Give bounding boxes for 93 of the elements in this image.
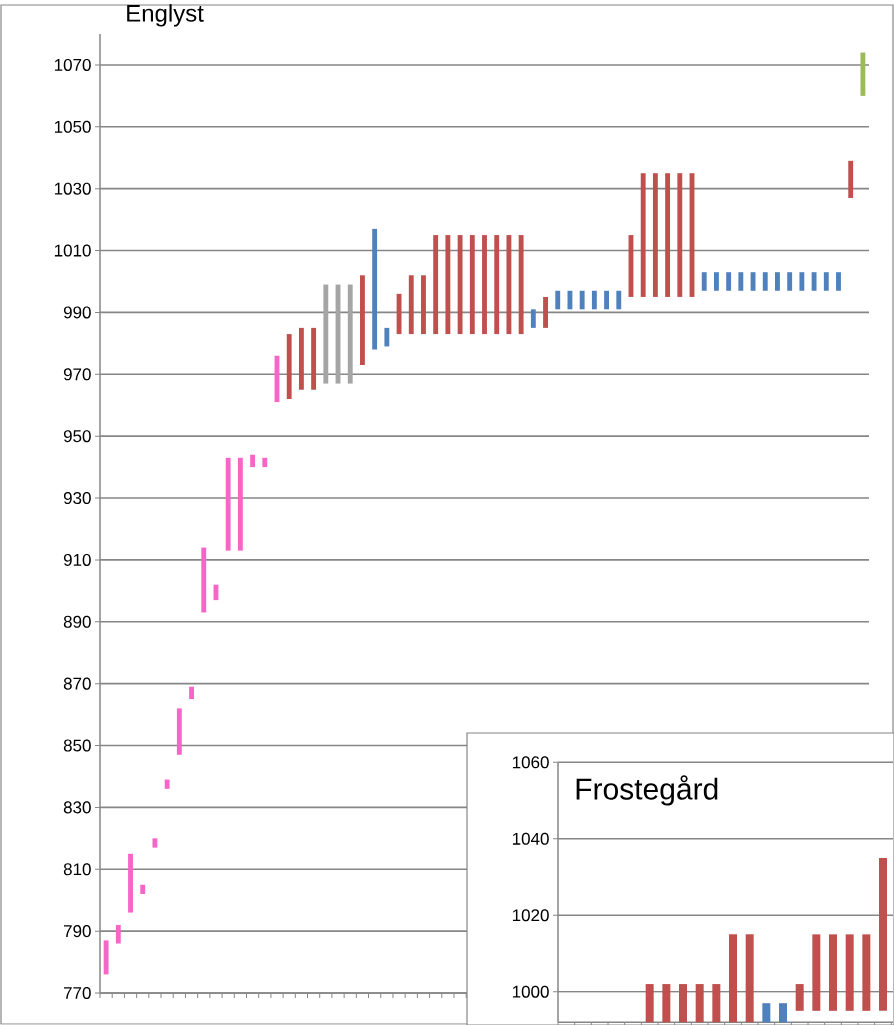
bar	[482, 235, 487, 335]
bar	[543, 296, 548, 328]
bar	[421, 275, 426, 335]
y-tick-label: 1010	[54, 244, 91, 257]
bar	[591, 290, 597, 310]
bar	[879, 857, 888, 1011]
y-tick-label: 970	[63, 368, 91, 381]
bar	[604, 290, 610, 310]
bar	[530, 309, 536, 328]
bar	[652, 173, 658, 297]
bar	[645, 984, 654, 1023]
bar	[812, 934, 821, 1011]
chart-title: Englyst	[127, 4, 204, 27]
bar	[665, 173, 671, 297]
bar	[555, 290, 561, 310]
bar	[695, 984, 704, 1023]
bar	[372, 228, 378, 350]
bar	[225, 457, 231, 551]
bar	[779, 1003, 788, 1023]
bar	[360, 275, 365, 365]
bar	[616, 290, 622, 310]
bar	[115, 924, 121, 944]
bar	[347, 284, 353, 384]
bar	[836, 272, 841, 291]
bar	[848, 160, 854, 198]
y-tick-label: 1060	[512, 756, 549, 769]
bar	[701, 272, 707, 291]
bar	[713, 272, 719, 291]
bar	[128, 853, 133, 913]
y-tick-label: 910	[63, 553, 91, 566]
bar	[518, 235, 524, 335]
bar	[823, 272, 829, 291]
bar	[640, 173, 646, 297]
bar	[201, 547, 207, 613]
bar	[775, 272, 780, 291]
bar	[262, 457, 268, 468]
bar	[457, 235, 463, 335]
bar	[189, 686, 194, 700]
bar	[506, 235, 512, 335]
bar	[662, 984, 671, 1023]
bar	[579, 290, 585, 310]
bar	[445, 235, 451, 335]
y-tick-label: 830	[63, 801, 91, 814]
bar	[745, 934, 754, 1023]
bar	[311, 327, 317, 390]
bar	[712, 984, 721, 1023]
bar	[845, 934, 854, 1011]
bar	[795, 984, 804, 1011]
bar	[677, 173, 683, 297]
bar	[787, 272, 793, 291]
bar	[799, 272, 805, 291]
bar	[384, 327, 390, 347]
y-tick-label: 890	[63, 615, 91, 628]
bar	[164, 779, 170, 789]
y-tick-label: 1070	[54, 58, 91, 71]
bar	[152, 838, 158, 848]
y-tick-label: 990	[63, 306, 91, 319]
y-tick-label: 1030	[54, 182, 91, 195]
bar	[176, 708, 182, 755]
bar	[103, 940, 109, 975]
y-tick-label: 1000	[512, 985, 549, 998]
bar	[726, 272, 732, 291]
bar	[862, 934, 871, 1011]
y-tick-label: 850	[63, 739, 91, 752]
y-tick-label: 950	[63, 430, 91, 443]
bar	[679, 984, 688, 1023]
y-tick-label: 1050	[54, 120, 91, 133]
y-tick-label: 1020	[512, 909, 549, 922]
y-tick-label: 770	[63, 986, 91, 1000]
bar	[811, 272, 817, 291]
bar	[298, 327, 304, 390]
y-tick-label: 790	[63, 925, 91, 938]
y-tick-label: 810	[63, 863, 91, 876]
bar	[140, 884, 146, 894]
bar	[286, 334, 292, 400]
y-tick-label: 870	[63, 677, 91, 690]
bar	[829, 934, 838, 1011]
bar	[408, 275, 414, 335]
bar	[433, 235, 439, 335]
y-tick-label: 930	[63, 492, 91, 505]
y-tick-label: 1040	[512, 832, 549, 845]
bar	[860, 52, 866, 96]
bar	[494, 235, 500, 335]
bar	[738, 272, 744, 291]
bar	[762, 272, 768, 291]
bar	[323, 284, 329, 384]
bar	[250, 454, 256, 468]
bar	[729, 934, 738, 1023]
bar	[469, 235, 475, 335]
chart-title: Frostegård	[576, 775, 718, 806]
bar	[237, 457, 243, 551]
bar	[396, 293, 402, 335]
bar	[762, 1003, 771, 1023]
